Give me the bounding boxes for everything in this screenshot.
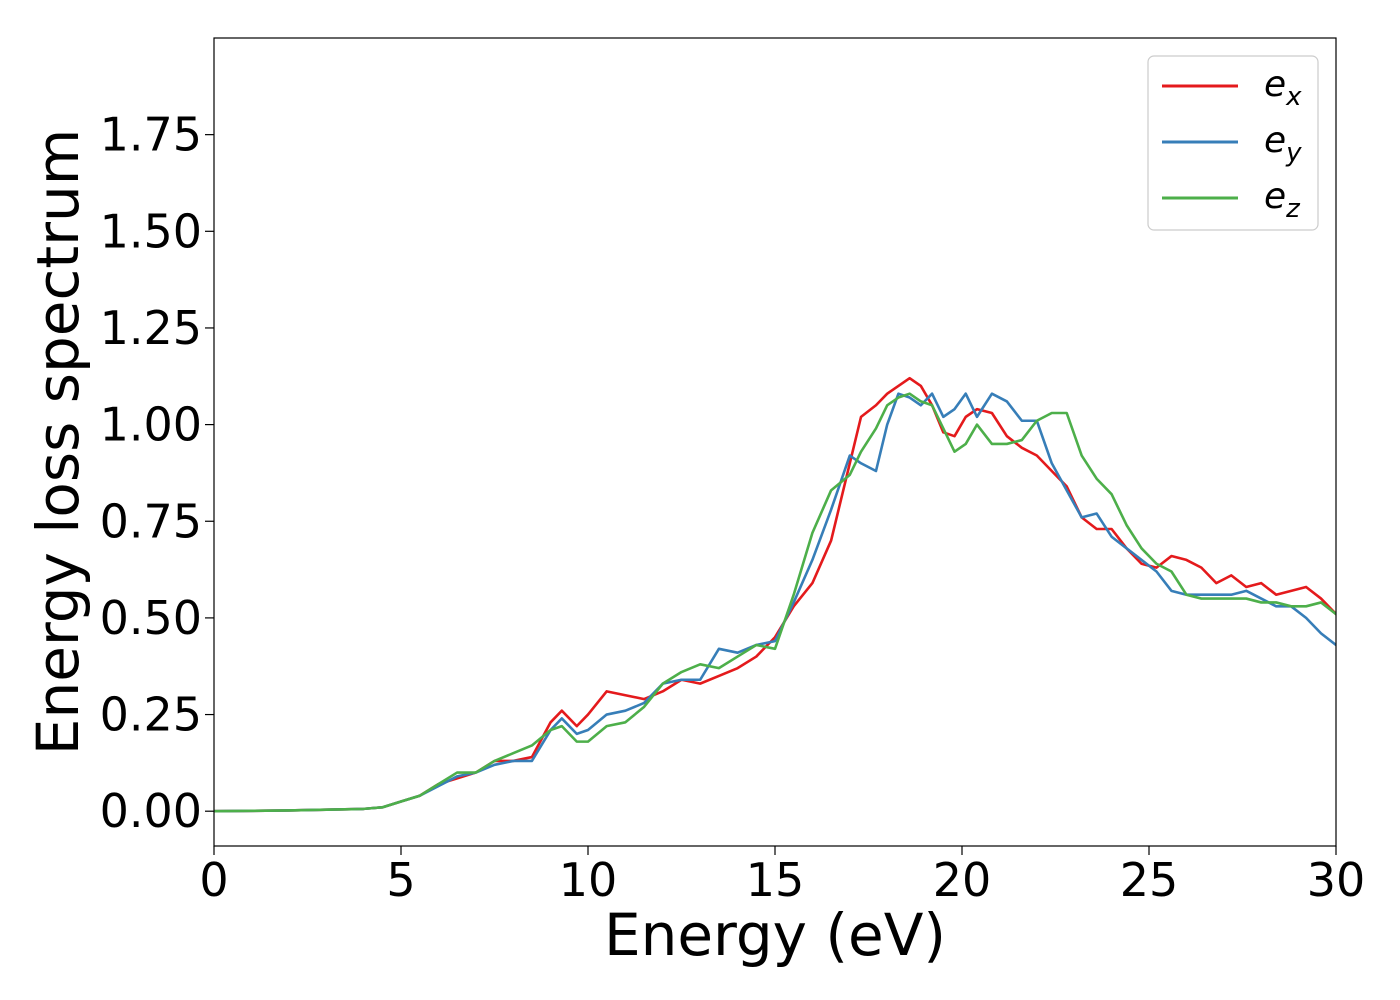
legend-label-subscript: x bbox=[1285, 82, 1302, 112]
x-tick-label: 30 bbox=[1307, 853, 1366, 907]
legend-label-base: e bbox=[1264, 176, 1286, 217]
x-axis-ticks: 0 5 10 15 20 25 30 bbox=[199, 846, 1365, 907]
legend-label-base: e bbox=[1264, 64, 1286, 105]
legend-label-base: e bbox=[1264, 120, 1286, 161]
legend-label-subscript: y bbox=[1285, 138, 1302, 168]
x-tick-label: 20 bbox=[933, 853, 992, 907]
series-line-ez bbox=[214, 392, 1336, 813]
y-axis-title: Energy loss spectrum bbox=[24, 129, 92, 755]
y-tick-label: 0.50 bbox=[100, 591, 202, 645]
y-axis-ticks: 0.00 0.25 0.50 0.75 1.00 1.25 1.50 1.75 bbox=[100, 108, 214, 838]
series-layer bbox=[214, 376, 1336, 813]
series-line-ey bbox=[214, 392, 1336, 813]
x-tick-label: 5 bbox=[386, 853, 415, 907]
legend-label-ex: ex bbox=[1264, 64, 1302, 112]
y-tick-label: 1.75 bbox=[100, 108, 202, 162]
y-tick-label: 1.25 bbox=[100, 301, 202, 355]
x-axis-title: Energy (eV) bbox=[604, 901, 946, 969]
x-tick-label: 0 bbox=[199, 853, 228, 907]
y-tick-label: 0.00 bbox=[100, 784, 202, 838]
x-tick-label: 10 bbox=[559, 853, 618, 907]
x-tick-label: 15 bbox=[746, 853, 805, 907]
x-tick-label: 25 bbox=[1120, 853, 1179, 907]
legend-label-ey: ey bbox=[1264, 120, 1302, 168]
y-tick-label: 1.00 bbox=[100, 398, 202, 452]
legend-label-subscript: z bbox=[1285, 194, 1301, 224]
y-tick-label: 1.50 bbox=[100, 204, 202, 258]
y-tick-label: 0.25 bbox=[100, 688, 202, 742]
series-line-ex bbox=[214, 376, 1336, 813]
legend-label-ez: ez bbox=[1264, 176, 1301, 224]
y-tick-label: 0.75 bbox=[100, 494, 202, 548]
